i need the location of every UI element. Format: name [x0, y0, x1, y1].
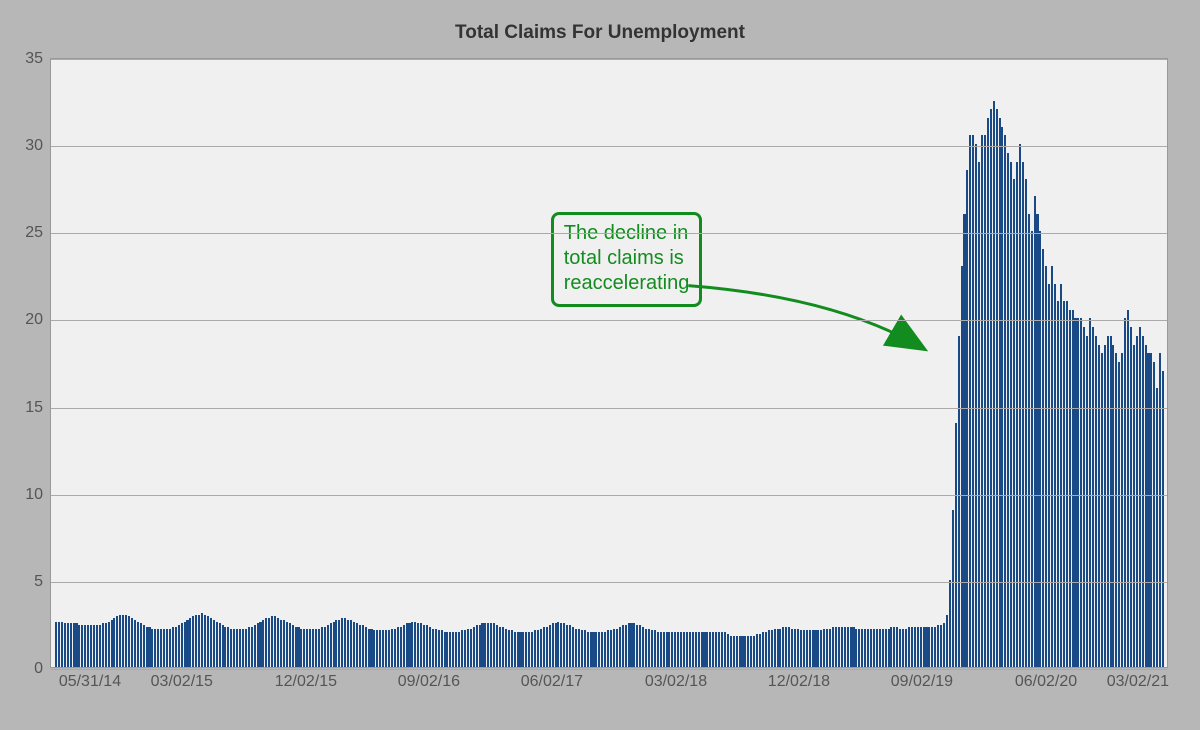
y-tick-label: 0 [34, 660, 51, 678]
x-tick-label: 06/02/20 [1015, 673, 1077, 691]
x-tick-label: 05/31/14 [59, 673, 121, 691]
y-tick-label: 30 [25, 137, 51, 155]
y-tick-label: 35 [25, 50, 51, 68]
plot-area: 05/31/1403/02/1512/02/1509/02/1606/02/17… [50, 58, 1168, 668]
gridline [51, 582, 1167, 583]
chart-title: Total Claims For Unemployment [12, 12, 1188, 58]
gridline [51, 408, 1167, 409]
x-tick-label: 03/02/18 [645, 673, 707, 691]
y-tick-label: 20 [25, 311, 51, 329]
x-axis-labels: 05/31/14 03/02/15 12/02/15 09/02/16 06/02/17… [51, 667, 1167, 695]
gridline [51, 59, 1167, 60]
gridline [51, 146, 1167, 147]
gridline [51, 495, 1167, 496]
x-tick-label: 06/02/17 [521, 673, 583, 691]
gridline [51, 669, 1167, 670]
x-tick-label: 12/02/15 [275, 673, 337, 691]
y-tick-label: 15 [25, 399, 51, 417]
chart-frame: Total Claims For Unemployment 05/31/1403… [0, 0, 1200, 730]
gridline [51, 233, 1167, 234]
annotation-arrow [51, 59, 1169, 669]
x-tick-label: 03/02/15 [151, 673, 213, 691]
gridline [51, 320, 1167, 321]
y-tick-label: 25 [25, 224, 51, 242]
y-tick-label: 5 [34, 573, 51, 591]
x-tick-label: 12/02/18 [768, 673, 830, 691]
x-tick-label: 09/02/19 [891, 673, 953, 691]
x-tick-label: 03/02/21 [1107, 673, 1169, 691]
x-tick-label: 09/02/16 [398, 673, 460, 691]
y-tick-label: 10 [25, 486, 51, 504]
